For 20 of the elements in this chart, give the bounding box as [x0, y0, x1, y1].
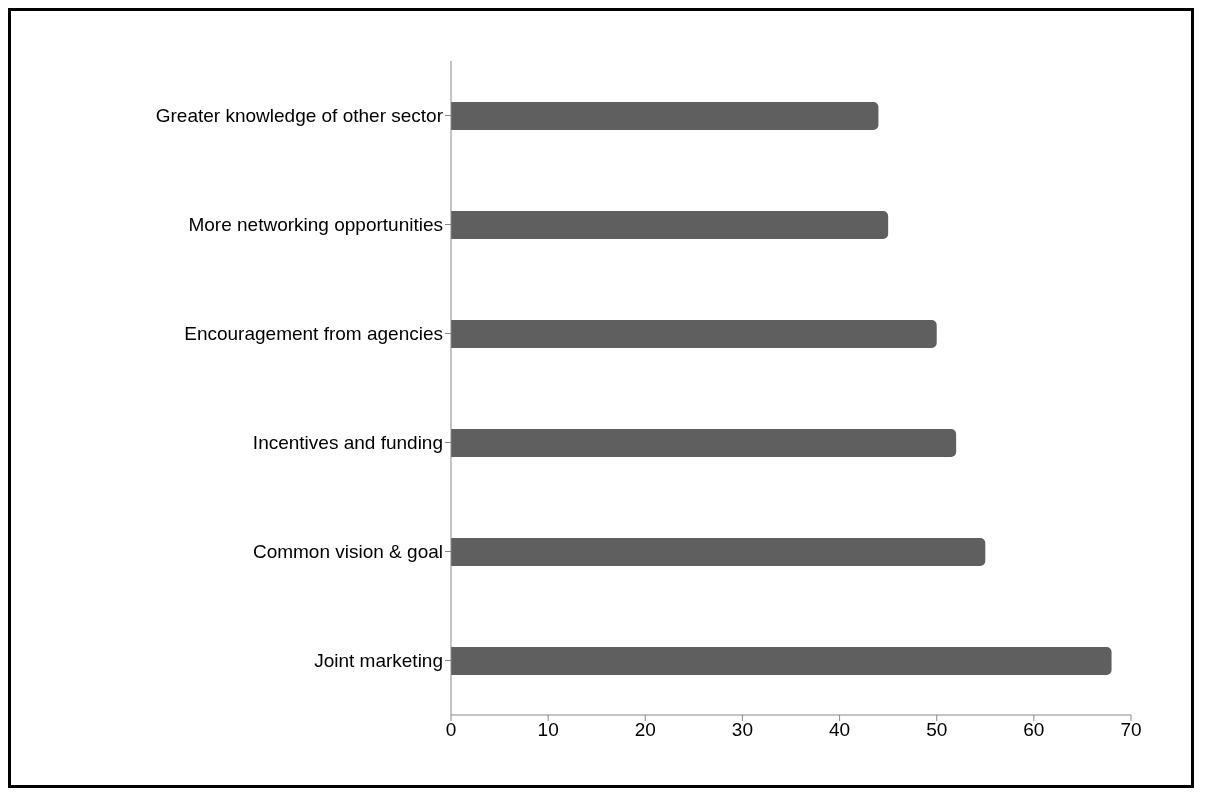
y-tick-label: Greater knowledge of other sector [155, 105, 444, 127]
x-tick-label: 60 [1023, 719, 1045, 741]
x-tick-label: 50 [926, 719, 948, 741]
y-tick-label: Encouragement from agencies [184, 323, 443, 345]
bar [451, 429, 957, 457]
y-tick-label: Common vision & goal [252, 541, 443, 563]
x-tick-label: 40 [829, 719, 851, 741]
x-tick-label: 30 [731, 719, 753, 741]
bar [451, 211, 889, 239]
x-tick-label: 10 [537, 719, 559, 741]
x-tick-label: 0 [445, 719, 457, 741]
y-tick-label: Joint marketing [314, 650, 443, 672]
y-tick-label: Incentives and funding [252, 432, 443, 454]
x-tick-label: 20 [634, 719, 656, 741]
bar [451, 320, 937, 348]
y-tick-label: More networking opportunities [188, 214, 443, 236]
bar [451, 102, 879, 130]
bar [451, 538, 986, 566]
bar [451, 647, 1112, 675]
x-tick-label: 70 [1120, 719, 1142, 741]
